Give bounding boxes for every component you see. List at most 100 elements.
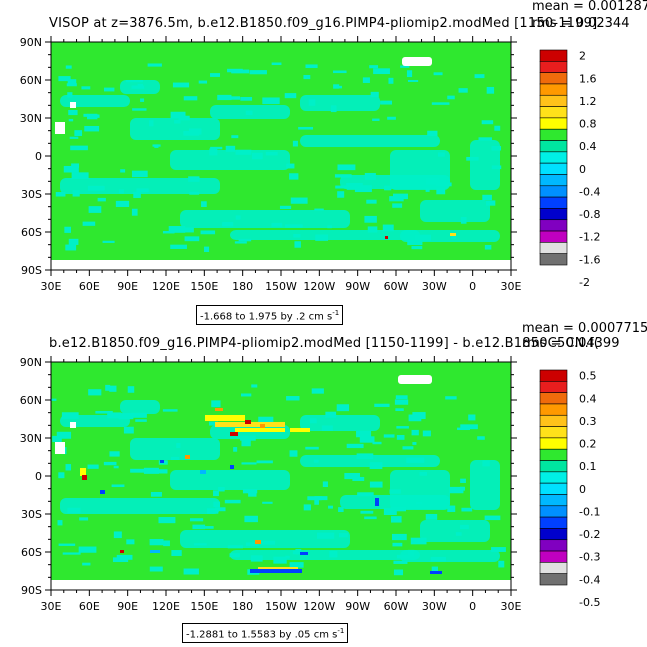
colorbar-swatch [539, 403, 568, 416]
anomaly-speck [251, 384, 258, 388]
anomaly-speck [222, 222, 234, 227]
anomaly-speck [477, 436, 485, 440]
anomaly-speck [391, 533, 407, 541]
anomaly-spot [215, 408, 223, 411]
y-tick-label: 0 [35, 470, 42, 483]
x-tick-label: 30E [41, 600, 62, 613]
map-chart: 90N 60N 30N 0 30S 60S 90S 30E 60E 90E 120E 150E 180 1… [20, 356, 600, 613]
x-tick-label: 120W [303, 600, 335, 613]
x-tick-label: 30E [501, 600, 522, 613]
anomaly-speck [415, 501, 422, 505]
anomaly-speck [325, 411, 337, 418]
anomaly-speck [484, 244, 492, 250]
colorbar-label: 1.6 [579, 72, 597, 85]
anomaly-speck [137, 83, 144, 87]
anomaly-speck [149, 566, 163, 572]
anomaly-speck [258, 416, 274, 424]
anomaly-speck [422, 430, 431, 437]
colorbar-swatch [539, 392, 568, 405]
anomaly-speck [362, 77, 370, 83]
anomaly-speck [240, 96, 253, 101]
anomaly-speck [118, 413, 134, 420]
anomaly-speck [285, 224, 303, 228]
anomaly-spot [185, 455, 190, 459]
anomaly-speck [402, 446, 414, 450]
plot-title: b.e12.B1850.f09_g16.PIMP4-pliomip2.modMe… [49, 336, 600, 351]
anomaly-speck [97, 197, 106, 202]
colorbar-label: 0.8 [579, 118, 597, 131]
colorbar-swatch [539, 482, 568, 495]
anomaly-speck [393, 560, 408, 564]
panel-bottom: mean = 0.0007715 b.e12.B1850.f09_g16.PIM… [0, 320, 647, 644]
map-anomalies [51, 384, 506, 576]
anomaly-spot [150, 550, 160, 553]
anomaly-speck [407, 79, 419, 82]
anomaly-speck [251, 152, 263, 160]
x-tick-label: 120E [152, 600, 180, 613]
anomaly-speck [245, 110, 253, 116]
anomaly-speck [260, 540, 276, 545]
anomaly-patch [180, 530, 350, 548]
colorbar-swatch [539, 196, 568, 209]
anomaly-speck [123, 426, 134, 434]
anomaly-patch [420, 520, 490, 542]
colorbar-label: 0.5 [579, 370, 597, 383]
anomaly-speck [215, 507, 226, 512]
anomaly-speck [411, 429, 419, 436]
anomaly-speck [84, 125, 100, 132]
anomaly-patch [400, 550, 500, 562]
anomaly-speck [65, 464, 72, 471]
anomaly-speck [170, 244, 187, 249]
anomaly-speck [395, 395, 408, 400]
anomaly-speck [163, 540, 170, 547]
anomaly-speck [131, 208, 138, 216]
anomaly-speck [458, 88, 468, 93]
anomaly-speck [392, 542, 403, 547]
anomaly-speck [65, 244, 77, 251]
anomaly-speck [58, 472, 65, 479]
anomaly-speck [406, 70, 413, 78]
anomaly-speck [87, 464, 99, 469]
anomaly-speck [408, 414, 422, 422]
anomaly-speck [103, 461, 117, 466]
colorbar-label: -0.4 [579, 185, 600, 198]
anomaly-speck [289, 450, 298, 457]
anomaly-speck [198, 80, 208, 84]
anomaly-speck [57, 520, 63, 526]
colorbar-swatch [539, 49, 568, 62]
anomaly-speck [486, 200, 496, 206]
anomaly-speck [65, 65, 72, 69]
anomaly-speck [235, 149, 252, 155]
anomaly-speck [449, 486, 464, 494]
anomaly-speck [68, 118, 74, 122]
colorbar-swatch [539, 174, 568, 187]
anomaly-speck [235, 215, 241, 220]
anomaly-speck [334, 174, 352, 178]
anomaly-speck [227, 545, 243, 549]
anomaly-speck [64, 226, 71, 233]
anomaly-speck [180, 227, 194, 233]
anomaly-speck [102, 240, 115, 243]
anomaly-speck [56, 431, 72, 439]
x-tick-label: 90W [345, 600, 370, 613]
anomaly-speck [412, 442, 417, 445]
anomaly-speck [329, 551, 338, 558]
anomaly-patch [180, 210, 350, 228]
anomaly-speck [369, 65, 379, 69]
anomaly-patch [60, 95, 130, 107]
anomaly-speck [333, 84, 340, 89]
anomaly-speck [372, 118, 380, 121]
colorbar-label: 0.4 [579, 140, 597, 153]
anomaly-speck [188, 176, 200, 182]
colorbar: 2 1.6 1.2 0.8 0.4 0 -0.4 -0.8 -1.2 -1.6 -2 [539, 49, 600, 289]
anomaly-speck [335, 185, 353, 189]
anomaly-speck [400, 65, 410, 68]
colorbar-swatch [539, 151, 568, 164]
anomaly-speck [67, 92, 73, 98]
anomaly-speck [337, 164, 356, 171]
colorbar-swatch [539, 219, 568, 232]
anomaly-patch [130, 438, 220, 460]
anomaly-speck [393, 569, 404, 576]
anomaly-speck [383, 508, 397, 516]
missing-data-band [51, 260, 511, 270]
